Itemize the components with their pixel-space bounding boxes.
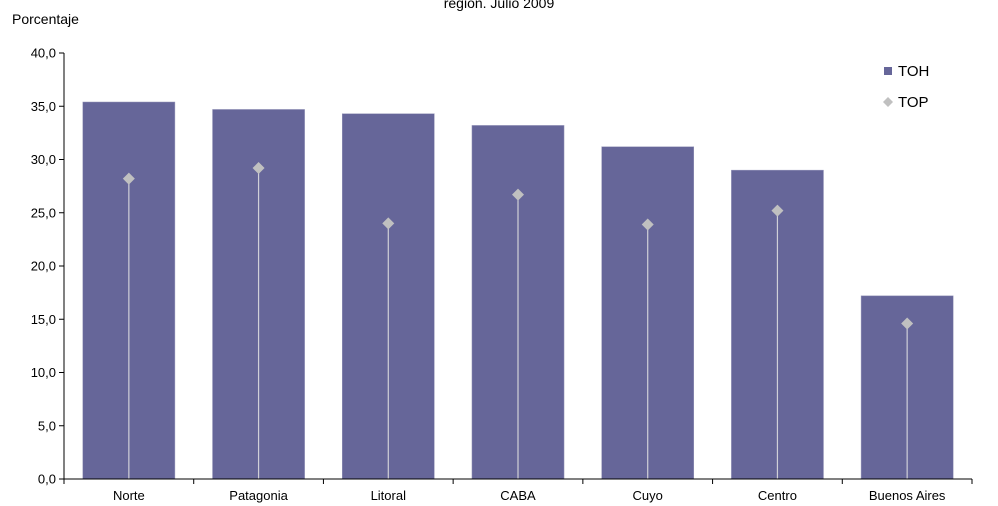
top-point-centro <box>771 204 784 217</box>
x-tick-label: CABA <box>500 488 536 503</box>
x-tick-label: Centro <box>758 488 797 503</box>
y-tick-label: 10,0 <box>31 365 56 380</box>
y-tick-label: 30,0 <box>31 152 56 167</box>
top-point-caba <box>512 188 524 201</box>
top-point-patagonia <box>252 162 265 175</box>
x-tick-label: Litoral <box>371 488 407 503</box>
y-tick-label: 35,0 <box>31 99 56 114</box>
top-point-litoral <box>382 217 395 230</box>
y-tick-label: 20,0 <box>31 259 56 274</box>
top-point-cuyo <box>641 218 654 231</box>
legend-label-toh: TOH <box>898 63 929 80</box>
y-tick-label: 0,0 <box>38 472 56 487</box>
x-tick-label: Cuyo <box>633 488 663 503</box>
legend-swatch-toh <box>884 67 892 75</box>
y-axis-label: Porcentaje <box>12 11 79 27</box>
y-tick-label: 15,0 <box>31 312 56 327</box>
y-tick-label: 40,0 <box>31 46 56 61</box>
legend-swatch-top <box>883 97 893 107</box>
y-tick-label: 25,0 <box>31 205 56 220</box>
x-tick-label: Buenos Aires <box>869 488 946 503</box>
legend-label-top: TOP <box>898 94 929 111</box>
top-point-norte <box>122 172 135 185</box>
top-point-buenos-aires <box>901 317 914 330</box>
chart-title: región. Julio 2009 <box>444 0 555 11</box>
y-tick-label: 5,0 <box>38 418 56 433</box>
x-tick-label: Patagonia <box>229 488 288 503</box>
x-tick-label: Norte <box>113 488 145 503</box>
